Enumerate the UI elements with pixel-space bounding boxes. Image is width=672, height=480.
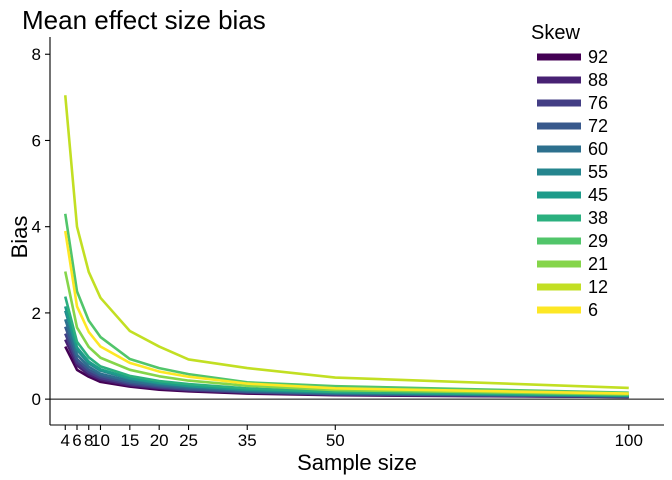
y-tick-label: 8: [32, 45, 41, 64]
series-line-skew-6: [63, 230, 629, 395]
y-tick-label: 4: [32, 218, 41, 237]
x-tick-label: 20: [150, 431, 169, 450]
x-tick-label: 100: [615, 431, 643, 450]
x-tick-label: 4: [61, 431, 70, 450]
x-ticks: 4 6 810 15 20 25 35 50 100: [61, 425, 643, 450]
legend-label-skew-92: 92: [588, 47, 608, 67]
y-tick-label: 2: [32, 304, 41, 323]
series-line-skew-12: [63, 95, 629, 390]
y-axis-title: Bias: [7, 216, 32, 259]
legend-label-skew-60: 60: [588, 139, 608, 159]
legend-label-skew-29: 29: [588, 231, 608, 251]
series-line-skew-55: [64, 310, 629, 397]
y-tick-label: 6: [32, 131, 41, 150]
x-tick-label: 6: [72, 431, 81, 450]
series-line-skew-21: [63, 271, 629, 396]
chart-title: Mean effect size bias: [22, 5, 266, 35]
legend-title: Skew: [531, 22, 580, 44]
legend-label-skew-88: 88: [588, 70, 608, 90]
y-ticks: 0 2 4 6 8: [32, 45, 50, 409]
legend-label-skew-45: 45: [588, 185, 608, 205]
x-tick-label: 35: [238, 431, 257, 450]
y-tick-label: 0: [32, 390, 41, 409]
series-line-skew-45: [64, 306, 629, 397]
series-lines: [63, 95, 629, 399]
legend-label-skew-6: 6: [588, 300, 598, 320]
x-axis-title: Sample size: [297, 450, 417, 475]
axes: [49, 37, 664, 426]
legend-label-skew-12: 12: [588, 277, 608, 297]
legend: Skew 92 88 76 72 60 55 45 38 29 21 12 6: [531, 22, 608, 320]
x-tick-label: 15: [120, 431, 139, 450]
x-tick-label: 10: [91, 431, 110, 450]
legend-label-skew-76: 76: [588, 93, 608, 113]
legend-label-skew-55: 55: [588, 162, 608, 182]
legend-label-skew-21: 21: [588, 254, 608, 274]
x-tick-label: 8: [84, 431, 93, 450]
series-line-skew-38: [64, 296, 629, 397]
legend-label-skew-72: 72: [588, 116, 608, 136]
x-tick-label: 25: [179, 431, 198, 450]
x-tick-label: 50: [326, 431, 345, 450]
legend-label-skew-38: 38: [588, 208, 608, 228]
series-line-skew-29: [63, 213, 629, 394]
